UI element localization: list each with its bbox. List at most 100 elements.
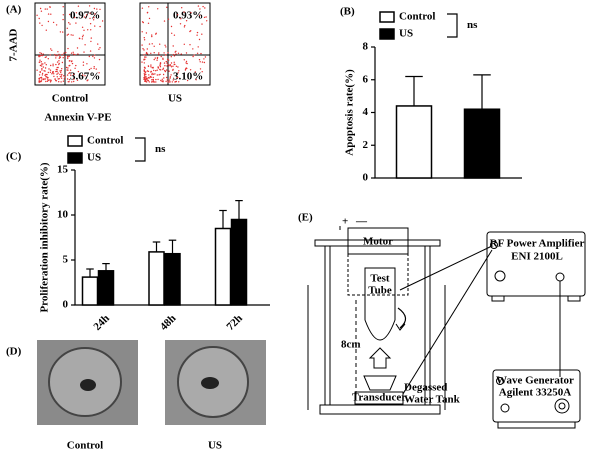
event-dot [172,45,174,47]
event-dot [96,8,98,10]
event-dot [190,12,192,14]
event-dot [151,67,153,69]
y-tick-label: 0 [363,172,369,184]
event-dot [196,31,199,34]
event-dot [46,76,49,79]
event-dot [199,14,201,16]
event-dot [83,29,85,31]
event-dot [39,52,41,54]
event-dot [145,71,147,73]
event-dot [92,55,94,58]
event-dot [143,69,146,71]
event-dot [143,39,146,41]
rotation-arrow [395,323,406,331]
event-dot [90,29,92,31]
event-dot [160,55,162,58]
x-tick-label: 72h [224,312,245,333]
event-dot [45,29,47,31]
event-dot [148,77,151,79]
event-dot [60,81,62,83]
event-dot [75,64,77,67]
event-dot [70,74,72,76]
event-dot [56,70,58,73]
event-dot [175,53,177,55]
event-dot [196,52,199,54]
event-dot [166,58,169,60]
event-dot [81,38,84,40]
event-dot [38,74,41,76]
event-dot [40,80,42,83]
event-dot [165,80,167,83]
event-dot [143,59,145,61]
event-dot [78,37,81,39]
x-tick-label: 24h [91,312,112,333]
event-dot [86,63,88,65]
event-dot [99,25,101,28]
event-dot [151,73,153,76]
tank-label: Degassed [404,382,447,394]
event-dot [147,78,149,80]
event-dot [39,64,42,67]
event-dot [55,55,57,57]
event-dot [173,55,176,57]
event-dot [66,34,69,36]
event-dot [198,38,201,41]
event-dot [200,52,202,55]
event-dot [151,81,153,83]
event-dot [45,63,47,66]
event-dot [41,68,43,70]
event-dot [201,71,203,73]
event-dot [143,62,145,64]
event-dot [41,69,43,71]
event-dot [163,20,166,22]
event-dot [189,44,191,46]
y-tick-label: 5 [63,254,69,266]
event-dot [36,69,38,71]
foot [567,295,581,302]
x-axis-label: Annexin V-PE [44,112,111,124]
event-dot [61,61,64,64]
event-dot [39,71,41,74]
event-dot [68,65,70,67]
event-dot [57,72,59,74]
event-dot [45,80,47,83]
nucleus [201,377,219,389]
event-dot [156,57,159,60]
event-dot [76,79,79,82]
event-dot [93,57,96,59]
event-dot [50,48,52,50]
event-dot [194,71,196,73]
y-tick-label: 8 [363,41,369,53]
event-dot [172,65,174,67]
event-dot [50,80,52,82]
event-dot [145,32,148,34]
event-dot [86,80,88,82]
event-dot [161,78,163,81]
event-dot [68,72,70,75]
legend-swatch [379,28,395,40]
test-tube [364,267,396,341]
event-dot [41,74,44,76]
event-dot [65,66,68,69]
event-dot [148,17,151,20]
event-dot [44,8,46,10]
event-dot [162,68,164,71]
event-dot [167,52,169,54]
event-dot [59,56,61,58]
event-dot [169,63,171,66]
event-dot [41,65,43,67]
motor-label: Motor [363,236,393,248]
event-dot [89,50,92,52]
event-dot [151,79,153,81]
distance-label: 8cm [341,339,361,351]
event-dot [164,70,167,73]
event-dot [84,44,86,46]
event-dot [99,8,101,11]
event-dot [69,69,72,71]
event-dot [84,75,86,77]
event-dot [67,55,69,57]
event-dot [151,34,153,36]
event-dot [65,51,67,54]
event-dot [49,79,51,81]
event-dot [39,7,42,10]
